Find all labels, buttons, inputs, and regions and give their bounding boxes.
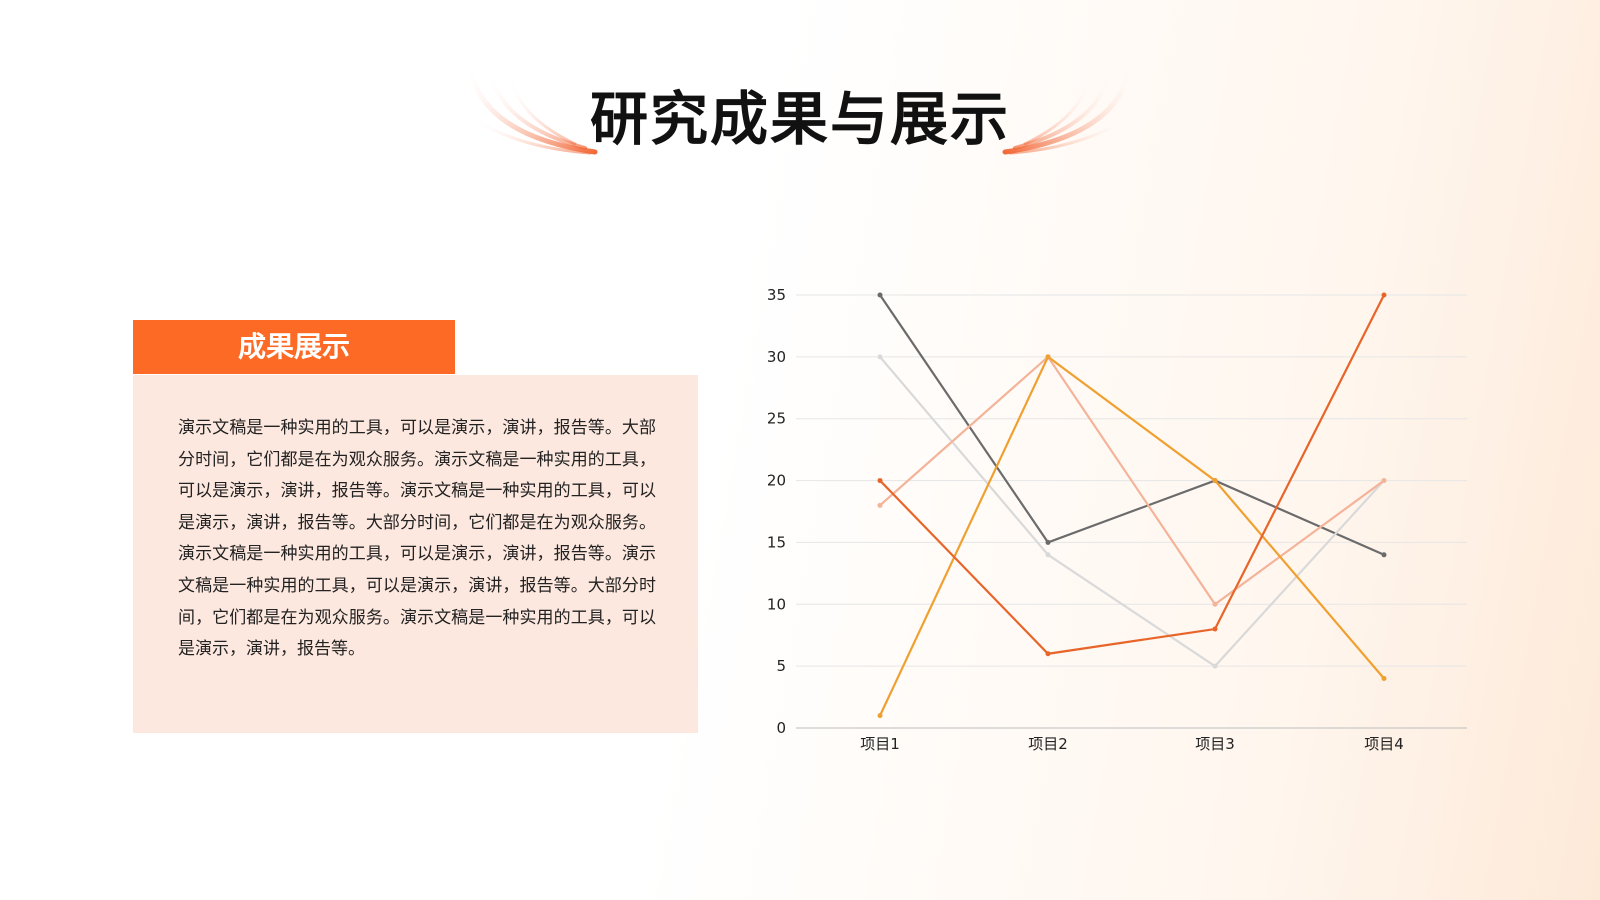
data-point xyxy=(1212,601,1218,607)
data-point xyxy=(877,502,883,508)
data-point xyxy=(1381,478,1387,484)
data-point xyxy=(1381,676,1387,682)
data-point xyxy=(877,713,883,719)
y-tick-label: 10 xyxy=(767,595,786,613)
data-point xyxy=(1045,539,1051,545)
title-wing-right xyxy=(1002,62,1133,155)
y-tick-label: 35 xyxy=(767,286,786,304)
data-point xyxy=(1381,292,1387,298)
data-point xyxy=(1045,354,1051,360)
series-line xyxy=(879,355,1385,717)
data-point xyxy=(877,292,883,298)
data-point xyxy=(1045,651,1051,657)
card-text: 演示文稿是一种实用的工具，可以是演示，演讲，报告等。大部分时间，它们都是在为观众… xyxy=(178,418,656,660)
x-tick-label: 项目4 xyxy=(1364,735,1404,753)
x-tick-label: 项目3 xyxy=(1195,735,1235,753)
series-line xyxy=(879,294,1385,556)
data-point xyxy=(1381,552,1387,558)
series-line xyxy=(879,294,1385,655)
data-point xyxy=(1212,478,1218,484)
y-tick-label: 15 xyxy=(767,533,786,551)
y-tick-label: 5 xyxy=(776,657,786,675)
y-tick-label: 25 xyxy=(767,410,786,428)
data-point xyxy=(1045,552,1051,558)
series-line xyxy=(879,356,1385,668)
data-point xyxy=(1212,663,1218,669)
data-point xyxy=(877,478,883,484)
data-point xyxy=(877,354,883,360)
x-tick-label: 项目1 xyxy=(860,735,900,753)
slide-title: 研究成果与展示 xyxy=(589,85,1010,153)
card-title: 成果展示 xyxy=(133,320,455,374)
y-tick-label: 0 xyxy=(776,719,786,737)
title-wing-left xyxy=(467,62,598,155)
y-tick-label: 30 xyxy=(767,348,786,366)
data-point xyxy=(1212,626,1218,632)
x-tick-label: 项目2 xyxy=(1028,735,1068,753)
series-line xyxy=(879,355,1385,606)
y-tick-label: 20 xyxy=(767,472,786,490)
card: 演示文稿是一种实用的工具，可以是演示，演讲，报告等。大部分时间，它们都是在为观众… xyxy=(133,375,698,733)
